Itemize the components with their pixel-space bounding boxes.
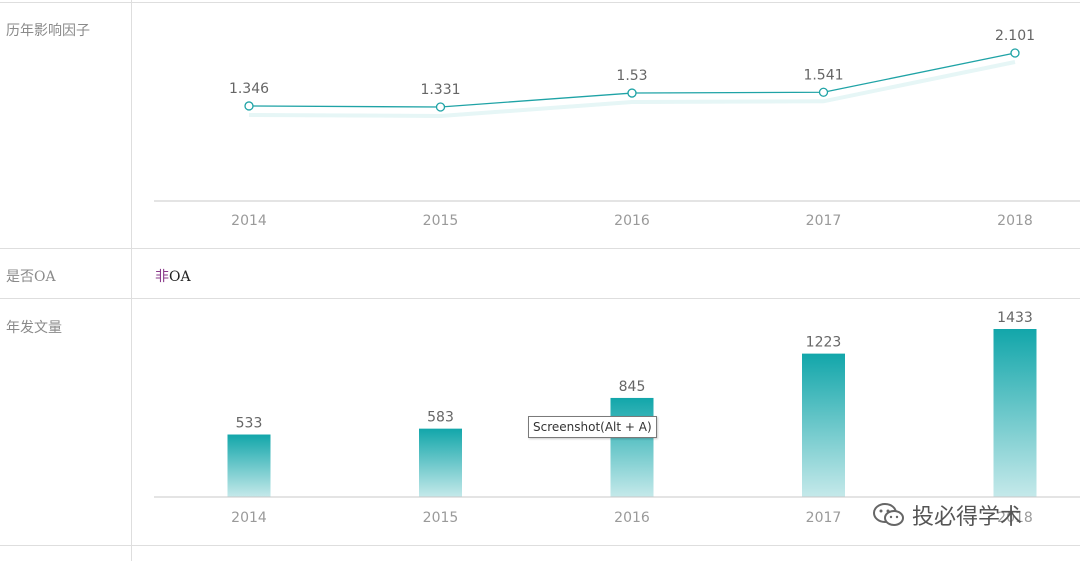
bar-2015 bbox=[419, 428, 462, 497]
bar-2016 bbox=[610, 397, 654, 497]
x-tick-2016: 2016 bbox=[614, 213, 650, 229]
series-shadow bbox=[248, 60, 1016, 119]
x-tick-2014: 2014 bbox=[231, 510, 267, 526]
data-label-2016: 1.53 bbox=[616, 68, 647, 84]
row-divider-top bbox=[0, 2, 1080, 3]
oa-value: 非OA bbox=[155, 266, 191, 286]
bar-2014 bbox=[227, 434, 271, 497]
x-tick-2016: 2016 bbox=[614, 510, 650, 526]
x-tick-2014: 2014 bbox=[231, 213, 267, 229]
row-divider-bottom bbox=[0, 545, 1080, 546]
data-point-2017 bbox=[818, 87, 829, 97]
oa-value-mark: 非 bbox=[155, 269, 169, 285]
oa-label: 是否OA bbox=[6, 269, 56, 285]
watermark: 投必得学术 bbox=[872, 498, 1022, 532]
row-divider-impact bbox=[0, 248, 1080, 249]
data-point-2018 bbox=[1010, 48, 1020, 58]
data-point-2014 bbox=[244, 101, 254, 111]
row-divider-oa bbox=[0, 298, 1080, 299]
data-label-2017: 1223 bbox=[806, 335, 842, 351]
x-tick-2015: 2015 bbox=[423, 213, 459, 229]
label-column-divider bbox=[131, 0, 132, 561]
screenshot-tooltip: Screenshot(Alt + A) bbox=[528, 416, 657, 438]
annual-articles-label: 年发文量 bbox=[6, 320, 62, 336]
annual-articles-bar-chart: 533 2014 583 2015 845 2016 1223 2017 1433 2018 bbox=[154, 310, 1080, 526]
x-tick-2017: 2017 bbox=[806, 510, 842, 526]
data-label-2018: 1433 bbox=[997, 310, 1033, 326]
data-label-2016: 845 bbox=[619, 379, 646, 395]
x-tick-2015: 2015 bbox=[423, 510, 459, 526]
data-label-2015: 583 bbox=[427, 410, 454, 426]
wechat-icon bbox=[872, 501, 906, 529]
data-label-2014: 533 bbox=[236, 416, 263, 432]
oa-value-text: OA bbox=[169, 269, 191, 285]
bar-2017 bbox=[802, 353, 845, 497]
impact-factor-line-chart: 1.346 2014 1.331 2015 1.53 2016 1.541 2017 2.101… bbox=[154, 28, 1080, 229]
x-tick-2017: 2017 bbox=[806, 213, 842, 229]
data-label-2018: 2.101 bbox=[995, 28, 1035, 44]
impact-factor-label: 历年影响因子 bbox=[6, 23, 90, 39]
bar-2018 bbox=[993, 329, 1037, 497]
data-label-2014: 1.346 bbox=[229, 81, 269, 97]
x-tick-2018: 2018 bbox=[997, 510, 1033, 526]
data-label-2017: 1.541 bbox=[803, 67, 843, 83]
data-label-2015: 1.331 bbox=[420, 82, 460, 98]
watermark-text: 投必得学术 bbox=[912, 505, 1023, 530]
data-point-2016 bbox=[627, 88, 637, 98]
data-point-2015 bbox=[435, 102, 446, 112]
x-tick-2018: 2018 bbox=[997, 213, 1033, 229]
